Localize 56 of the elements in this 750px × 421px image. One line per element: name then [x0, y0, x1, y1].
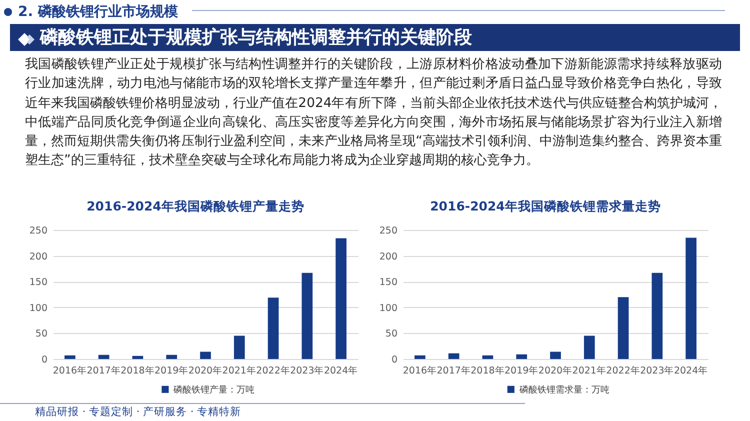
- bar: [516, 354, 528, 359]
- bar: [268, 298, 279, 359]
- bar: [618, 297, 629, 359]
- x-tick-label: 2023年: [290, 364, 324, 376]
- bar: [448, 353, 460, 359]
- y-tick-label: 0: [41, 354, 48, 366]
- bar: [64, 355, 76, 359]
- x-tick-label: 2016年: [402, 364, 438, 376]
- x-tick-label: 2024年: [674, 364, 708, 376]
- x-tick-label: 2019年: [154, 364, 189, 376]
- y-tick-label: 0: [391, 354, 398, 366]
- y-tick-label: 200: [29, 251, 48, 262]
- y-tick-label: 100: [29, 302, 48, 314]
- bar: [132, 356, 144, 359]
- x-tick-label: 2016年: [52, 364, 88, 376]
- title-banner: 磷酸铁锂正处于规模扩张与结构性调整并行的关键阶段: [10, 24, 740, 51]
- y-tick-label: 50: [35, 328, 48, 340]
- y-tick-label: 150: [379, 277, 398, 288]
- chart-title: 2016-2024年我国磷酸铁锂需求量走势: [430, 198, 661, 214]
- x-tick-label: 2017年: [86, 364, 121, 376]
- text: 2. 磷酸铁锂行业市场规模: [18, 3, 178, 21]
- bar: [302, 272, 313, 359]
- chart-title: 2016-2024年我国磷酸铁锂产量走势: [86, 198, 304, 214]
- y-tick-label: 50: [385, 328, 398, 340]
- bar: [98, 354, 110, 359]
- y-tick-label: 150: [29, 277, 48, 288]
- x-tick-label: 2022年: [256, 364, 290, 376]
- text: 我国磷酸铁锂产业正处于规模扩张与结构性调整并行的关键阶段，上游原材料价格波动叠加下游新能源需求持续释放驱动行业加速洗牌，动力电池与储能市场的双轮增长支撑产量连年攀升，但产能过剩矛盾日益凸显导致价格竞争白热化，导致近年来我国磷酸铁锂价格明显波动，行业产值在2024年有所下降，当前头部企业依托技术迭代与供应链整合构筑护城河，中低端产品同质化竞争倒逼企业向高镍化、高压实密度等差异化方向突围，海外市场拓展与储能场景扩容为行业注入新增量，然而短期供需失衡仍将压制行业盈利空间，未来产业格局将呈现“高端技术引领利润、中游制造集约整合、跨界资本重塑生态”的三重特征，技术壁垒突破与全球化布局能力将成为企业穿越周期的核心竞争力。: [25, 56, 722, 170]
- bar: [336, 238, 346, 359]
- bar: [584, 336, 595, 359]
- x-tick-label: 2017年: [436, 364, 471, 376]
- x-tick-label: 2022年: [606, 364, 640, 376]
- x-tick-label: 2021年: [222, 364, 256, 376]
- bar: [550, 352, 561, 359]
- y-tick-label: 250: [29, 226, 48, 236]
- bar: [482, 355, 494, 359]
- x-tick-label: 2018年: [470, 364, 505, 376]
- bar: [686, 238, 696, 359]
- x-tick-label: 2023年: [640, 364, 674, 376]
- text: 精品研报 · 专题定制 · 产研服务 · 专精特新: [35, 406, 242, 419]
- bar: [414, 355, 426, 359]
- x-tick-label: 2021年: [572, 364, 606, 376]
- y-tick-label: 100: [379, 302, 398, 314]
- x-tick-label: 2019年: [504, 364, 539, 376]
- bar: [200, 352, 211, 359]
- legend-label: 磷酸铁锂产量：万吨: [172, 384, 255, 396]
- x-tick-label: 2024年: [324, 364, 358, 376]
- bar: [234, 336, 245, 359]
- x-tick-label: 2020年: [538, 364, 573, 376]
- x-tick-label: 2020年: [188, 364, 223, 376]
- y-tick-label: 200: [379, 251, 398, 262]
- y-tick-label: 250: [379, 226, 398, 236]
- bar: [166, 354, 178, 359]
- legend-label: 磷酸铁锂需求量：万吨: [518, 384, 610, 396]
- bar: [652, 272, 663, 359]
- x-tick-label: 2018年: [120, 364, 155, 376]
